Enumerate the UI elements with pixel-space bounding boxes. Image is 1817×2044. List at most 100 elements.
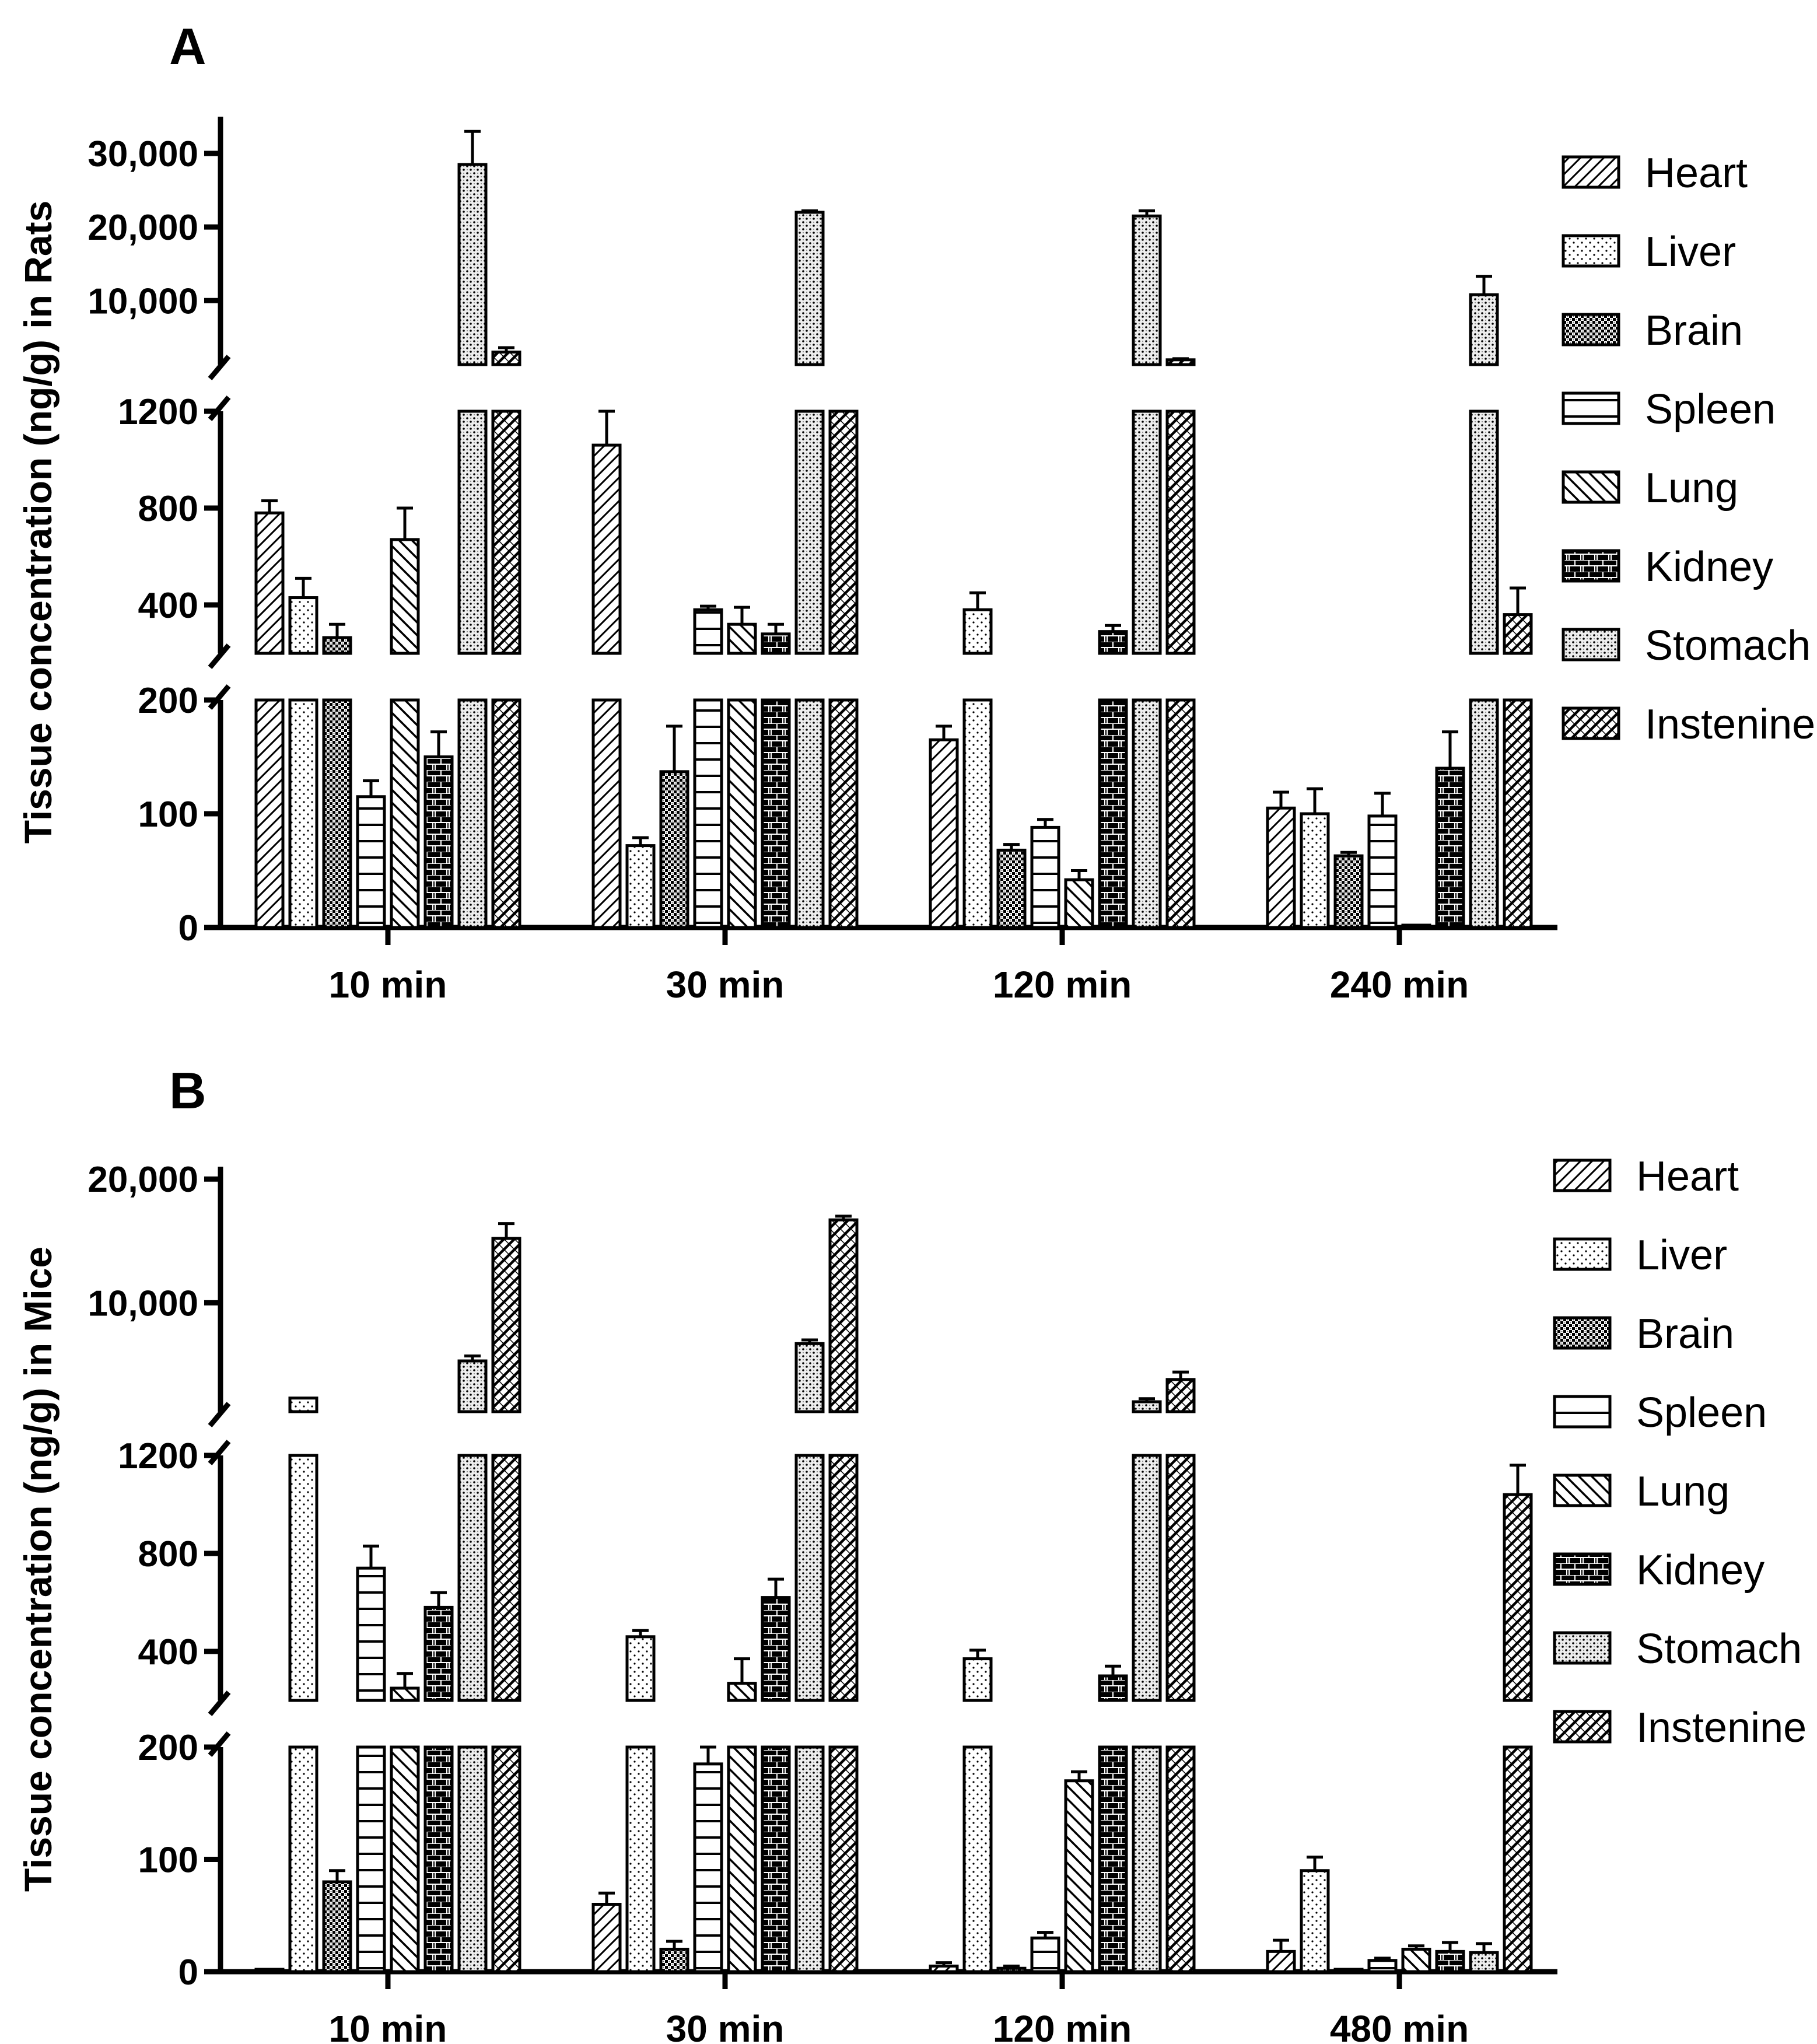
bar [727,622,757,655]
error-bar [295,576,311,598]
bar [491,1454,521,1702]
axis-break-mark [208,684,231,710]
error-bar [397,1672,413,1688]
legend-entry: Instenine [1645,701,1815,748]
bar [457,698,488,929]
legend-swatch [1562,313,1620,346]
axis-break-mark [208,1690,231,1716]
y-tick-label: 1200 [118,1436,198,1476]
bar [491,698,521,929]
error-bar [1307,1856,1323,1871]
error-bar [734,606,750,625]
error-bar [1172,1370,1189,1380]
error-bar [768,622,784,634]
error-bar [1105,624,1121,632]
bar [288,596,318,655]
y-axis-label: Tissue concentration (ng/g) in Rats [16,201,59,844]
bar [390,538,420,655]
legend-entry: Kidney [1636,1547,1765,1594]
bar [322,1880,352,1973]
axis-break-mark [208,396,231,421]
bar [390,1745,420,1973]
bar [794,1745,825,1973]
x-tick-label: 10 min [329,2008,447,2044]
bar [625,844,656,929]
bar [794,1454,825,1702]
bar [1367,814,1398,929]
error-bar [969,591,986,610]
error-bar [1476,275,1492,295]
legend-swatch [1553,1395,1612,1429]
bar [423,1605,454,1702]
error-bar [1037,818,1053,828]
error-bar [1273,1938,1289,1952]
axis-break-mark [208,355,231,380]
legend-swatch [1562,470,1620,504]
bar [828,698,859,929]
legend-entry: Lung [1645,465,1738,512]
error-bar [1442,730,1458,768]
bar [1435,766,1465,929]
bar [761,632,791,655]
error-bar [1408,1944,1424,1950]
error-bar [1071,869,1087,880]
legend-swatch [1553,1552,1612,1586]
bar [693,608,723,655]
legend-entry: Kidney [1645,544,1773,590]
bar [423,1745,454,1973]
bar [794,410,825,655]
error-bar [801,209,818,212]
bar [1165,698,1196,929]
bar [659,1948,689,1973]
bar [1030,1936,1060,1973]
bar [828,410,859,655]
bar [356,1566,386,1702]
error-bar [936,724,952,740]
panel-a-chart: A Tissue concentration (ng/g) in Rats 0 100… [16,18,1815,1006]
y-tick-label: 200 [138,1728,198,1768]
error-bar [1139,1397,1155,1402]
bar [356,795,386,929]
legend-entry: Spleen [1645,386,1776,433]
bar [693,1762,723,1973]
bar [727,698,757,929]
legend-entry: Stomach [1645,622,1811,669]
y-tick-label: 20,000 [87,1160,198,1200]
y-tick-label: 400 [138,586,198,626]
error-bar [801,1338,818,1344]
legend-entry: Heart [1645,150,1748,197]
legend-swatch [1553,1237,1612,1271]
error-bar [1374,792,1391,816]
bar [1469,293,1499,366]
error-bar [734,1657,750,1684]
bar [727,1745,757,1973]
axis-break-mark [208,643,231,669]
x-tick-label: 10 min [329,964,447,1006]
bar [727,1682,757,1702]
error-bar [1340,850,1357,856]
bar [457,1745,488,1973]
error-bar [936,1961,952,1966]
y-tick-label: 800 [138,1534,198,1574]
legend-swatch [1553,1710,1612,1744]
y-tick-label: 200 [138,681,198,721]
panel-b-chart: B Tissue concentration (ng/g) in Mice 0 100… [16,1062,1807,2044]
bar [491,351,521,366]
bar [457,410,488,655]
legend-entry: Brain [1645,307,1743,354]
error-bar [1003,1964,1020,1969]
y-tick-label: 0 [178,908,198,949]
bar [1503,1745,1533,1973]
error-bar [430,1591,447,1608]
error-bar [768,1577,784,1598]
x-tick-label: 30 min [666,2008,785,2044]
bar [1401,1948,1431,1973]
error-bar [363,779,379,797]
y-axis-label: Tissue concentration (ng/g) in Mice [16,1247,59,1892]
bar [457,1454,488,1702]
bar [1503,1493,1533,1702]
legend-entry: Spleen [1636,1390,1767,1436]
y-tick-label: 100 [138,1840,198,1881]
bar [1165,410,1196,655]
